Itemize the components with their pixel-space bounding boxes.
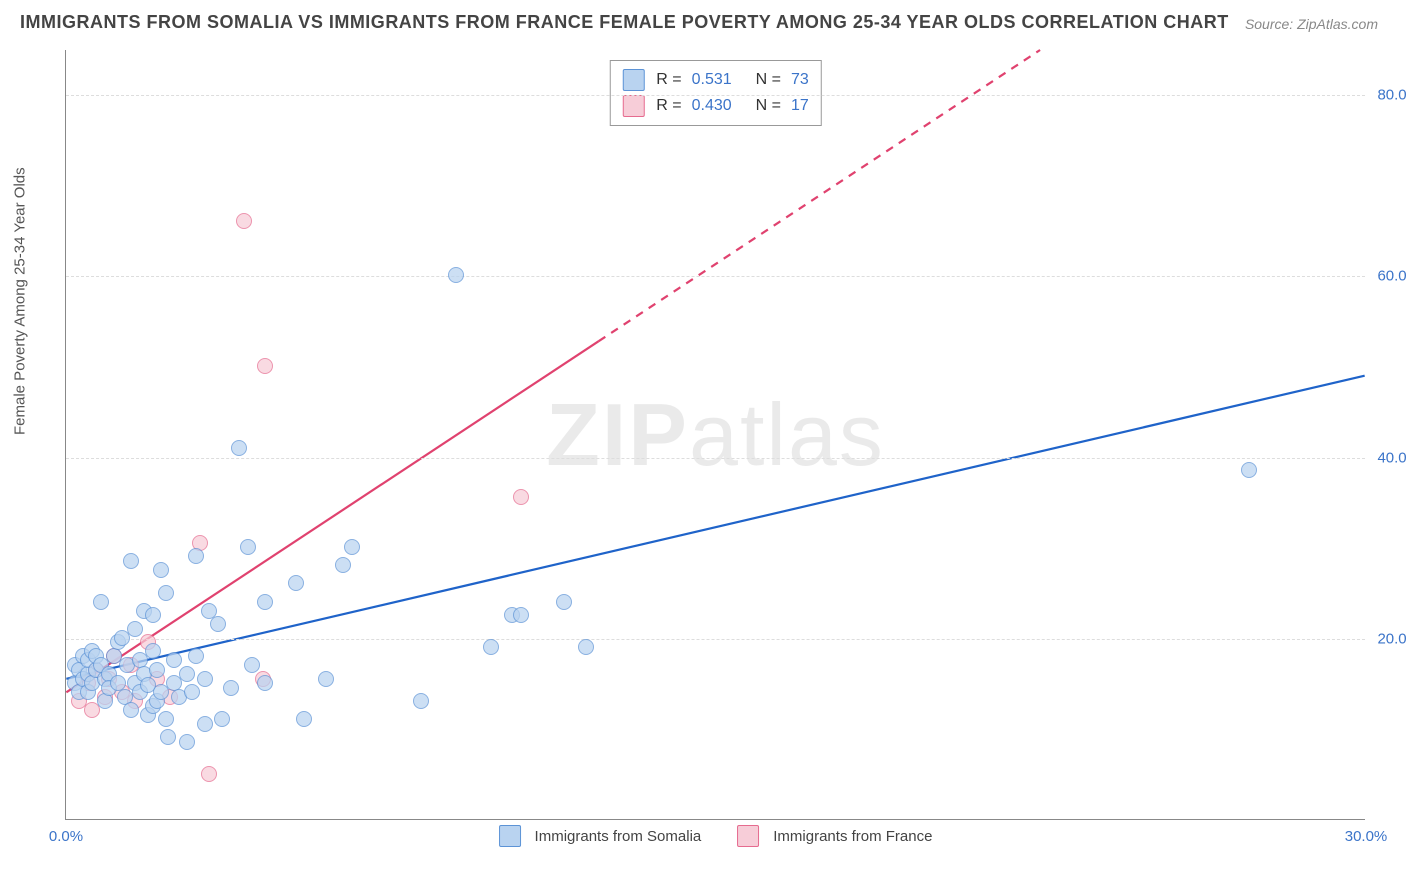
data-point xyxy=(201,766,217,782)
data-point xyxy=(223,680,239,696)
data-point xyxy=(97,693,113,709)
data-point xyxy=(578,639,594,655)
swatch-somalia-icon xyxy=(622,69,644,91)
data-point xyxy=(513,607,529,623)
data-point xyxy=(296,711,312,727)
data-point xyxy=(197,716,213,732)
data-point xyxy=(145,643,161,659)
data-point xyxy=(335,557,351,573)
data-point xyxy=(240,539,256,555)
y-tick-label: 80.0% xyxy=(1370,87,1406,104)
data-point xyxy=(166,652,182,668)
trend-lines-layer xyxy=(66,50,1365,819)
data-point xyxy=(214,711,230,727)
chart-title: IMMIGRANTS FROM SOMALIA VS IMMIGRANTS FR… xyxy=(20,12,1229,33)
watermark: ZIPatlas xyxy=(546,384,885,486)
legend-label-france: Immigrants from France xyxy=(773,828,932,845)
stats-row-somalia: R = 0.531 N = 73 xyxy=(622,67,808,93)
data-point xyxy=(188,548,204,564)
data-point xyxy=(244,657,260,673)
data-point xyxy=(556,594,572,610)
data-point xyxy=(231,440,247,456)
y-axis-label: Female Poverty Among 25-34 Year Olds xyxy=(12,167,29,435)
data-point xyxy=(93,594,109,610)
gridline xyxy=(66,639,1365,640)
data-point xyxy=(188,648,204,664)
data-point xyxy=(513,489,529,505)
data-point xyxy=(179,734,195,750)
data-point xyxy=(160,729,176,745)
data-point xyxy=(483,639,499,655)
data-point xyxy=(257,675,273,691)
data-point xyxy=(197,671,213,687)
data-point xyxy=(145,607,161,623)
legend-label-somalia: Immigrants from Somalia xyxy=(535,828,702,845)
n-label: N = xyxy=(756,97,781,115)
n-value-somalia: 73 xyxy=(791,71,809,89)
data-point xyxy=(448,267,464,283)
data-point xyxy=(210,616,226,632)
data-point xyxy=(257,358,273,374)
data-point xyxy=(158,711,174,727)
x-tick-label: 0.0% xyxy=(49,828,83,845)
r-value-somalia: 0.531 xyxy=(692,71,750,89)
data-point xyxy=(149,662,165,678)
data-point xyxy=(184,684,200,700)
data-point xyxy=(288,575,304,591)
stats-legend: R = 0.531 N = 73 R = 0.430 N = 17 xyxy=(609,60,821,126)
n-value-france: 17 xyxy=(791,97,809,115)
data-point xyxy=(257,594,273,610)
legend-item-somalia: Immigrants from Somalia xyxy=(499,825,702,847)
swatch-somalia-icon xyxy=(499,825,521,847)
series-legend: Immigrants from Somalia Immigrants from … xyxy=(499,825,933,847)
data-point xyxy=(413,693,429,709)
source-label: Source: ZipAtlas.com xyxy=(1245,16,1378,32)
swatch-france-icon xyxy=(737,825,759,847)
gridline xyxy=(66,276,1365,277)
stats-row-france: R = 0.430 N = 17 xyxy=(622,93,808,119)
data-point xyxy=(236,213,252,229)
gridline xyxy=(66,95,1365,96)
y-tick-label: 40.0% xyxy=(1370,449,1406,466)
r-label: R = xyxy=(656,97,681,115)
chart-plot-area: ZIPatlas R = 0.531 N = 73 R = 0.430 N = … xyxy=(65,50,1365,820)
data-point xyxy=(344,539,360,555)
data-point xyxy=(127,621,143,637)
y-tick-label: 20.0% xyxy=(1370,630,1406,647)
data-point xyxy=(123,553,139,569)
y-tick-label: 60.0% xyxy=(1370,268,1406,285)
n-label: N = xyxy=(756,71,781,89)
data-point xyxy=(158,585,174,601)
x-tick-label: 30.0% xyxy=(1345,828,1388,845)
data-point xyxy=(1241,462,1257,478)
data-point xyxy=(153,562,169,578)
gridline xyxy=(66,458,1365,459)
data-point xyxy=(318,671,334,687)
r-value-france: 0.430 xyxy=(692,97,750,115)
legend-item-france: Immigrants from France xyxy=(737,825,932,847)
data-point xyxy=(179,666,195,682)
swatch-france-icon xyxy=(622,95,644,117)
data-point xyxy=(123,702,139,718)
r-label: R = xyxy=(656,71,681,89)
